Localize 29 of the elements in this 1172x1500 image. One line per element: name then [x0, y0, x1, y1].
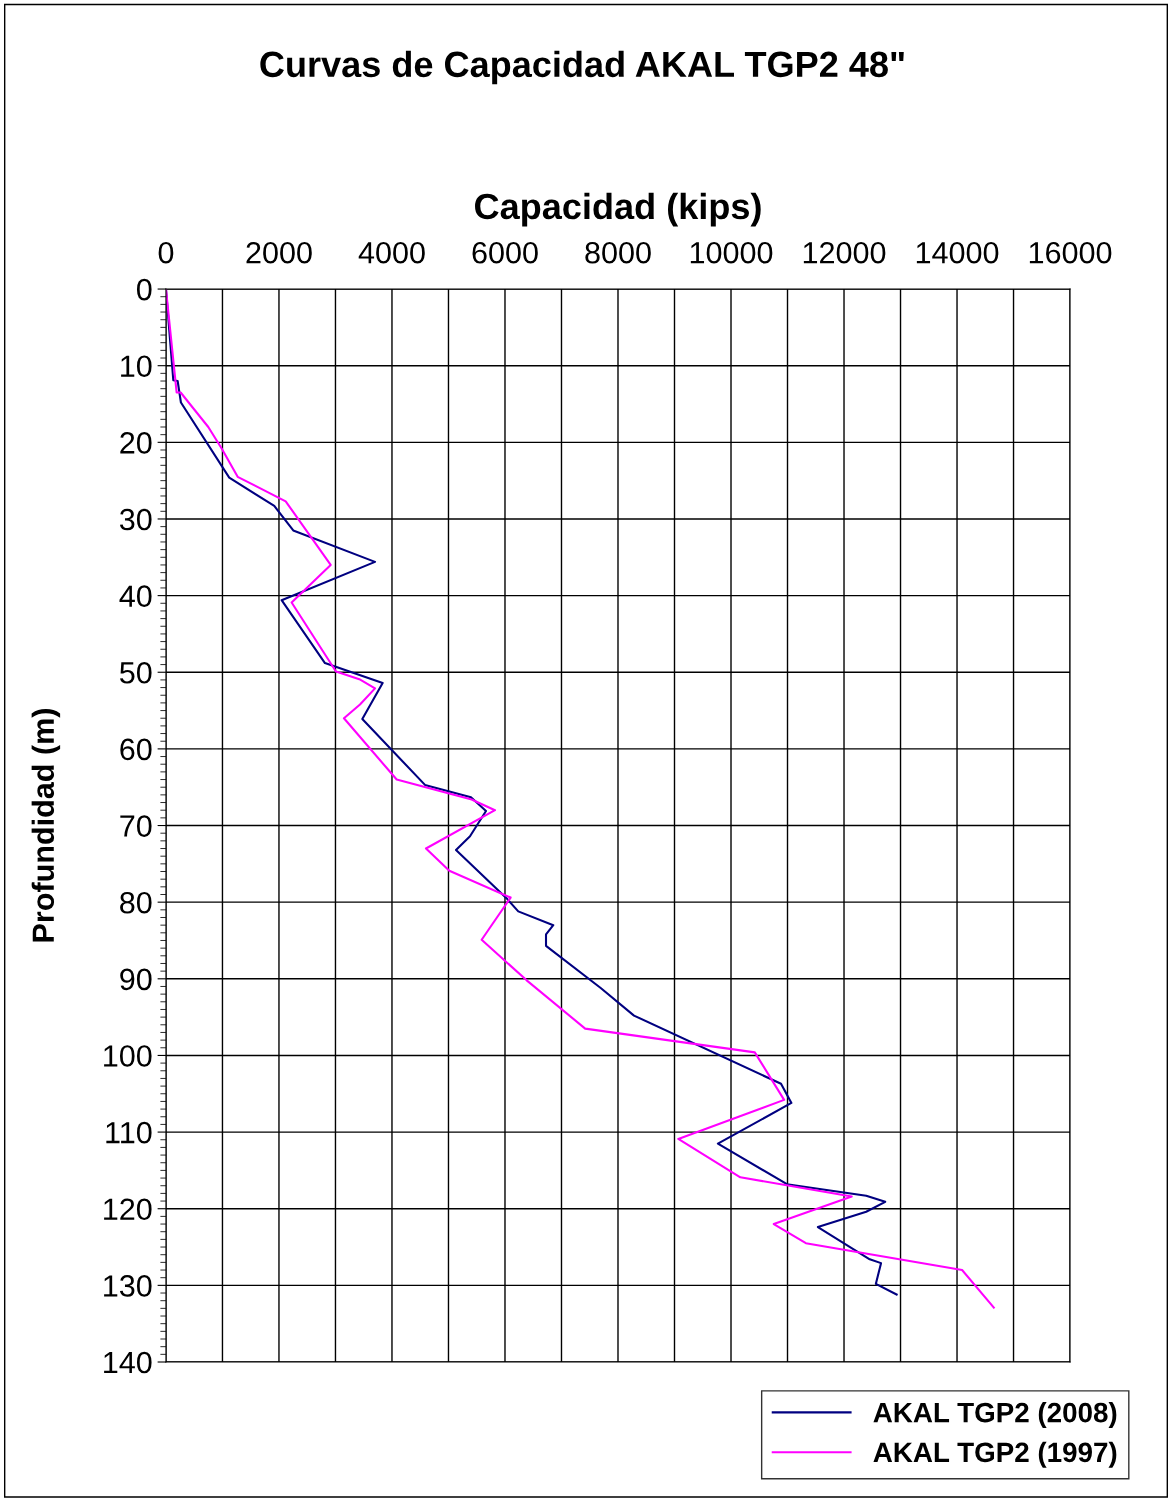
y-tick-label: 70 [120, 815, 152, 837]
legend-label: AKAL TGP2 (2008) [873, 1402, 1117, 1428]
chart-title: Curvas de Capacidad AKAL TGP2 48" [260, 50, 904, 85]
y-tick-label: 130 [104, 1275, 152, 1297]
x-tick-label: 8000 [585, 241, 651, 264]
y-axis-title: Profundidad (m) [31, 709, 61, 942]
y-tick-label: 90 [120, 968, 152, 991]
x-tick-label: 0 [158, 241, 174, 264]
y-tick-label: 60 [120, 738, 152, 761]
x-tick-label: 12000 [803, 241, 886, 264]
y-tick-label: 110 [106, 1121, 152, 1144]
x-axis-title: Capacidad (kips) [475, 192, 761, 227]
y-tick-label: 80 [120, 891, 152, 914]
y-tick-label: 50 [120, 661, 152, 684]
x-tick-label: 6000 [472, 241, 538, 264]
y-tick-label: 30 [119, 508, 152, 531]
x-tick-label: 14000 [916, 241, 999, 264]
x-tick-label: 16000 [1029, 241, 1112, 264]
y-tick-label: 20 [120, 432, 152, 454]
x-tick-label: 2000 [246, 241, 312, 264]
y-tick-label: 120 [104, 1198, 152, 1221]
y-tick-label: 100 [104, 1045, 152, 1067]
y-tick-label: 140 [104, 1351, 152, 1374]
y-tick-label: 10 [121, 355, 152, 378]
x-tick-label: 4000 [358, 241, 425, 264]
x-tick-label: 10000 [690, 241, 773, 264]
legend-label: AKAL TGP2 (1997) [873, 1441, 1117, 1468]
y-tick-label: 0 [136, 278, 152, 301]
y-tick-label: 40 [119, 585, 152, 607]
